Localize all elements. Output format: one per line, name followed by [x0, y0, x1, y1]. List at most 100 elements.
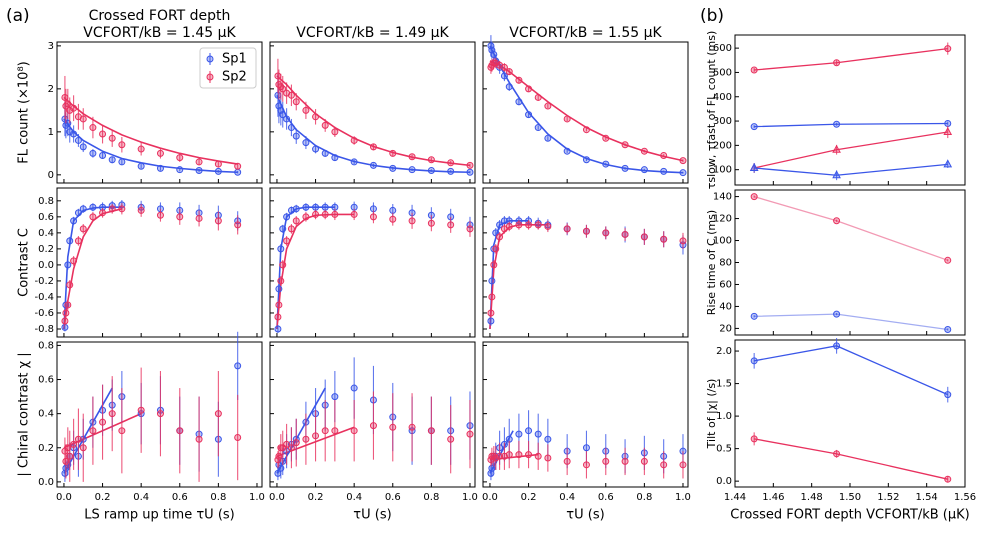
point	[640, 166, 648, 174]
x-tick-label: 1.54	[916, 492, 938, 503]
point	[156, 149, 164, 157]
column-subtitle: VCFORT/kB = 1.45 μK	[83, 25, 236, 41]
point	[214, 160, 222, 168]
y-tick-label: 0.6	[38, 375, 54, 386]
point	[156, 211, 164, 219]
point	[214, 167, 222, 175]
point	[89, 124, 97, 132]
point	[99, 151, 107, 159]
point	[582, 126, 590, 134]
point	[832, 170, 841, 179]
point	[331, 154, 339, 162]
point	[61, 317, 69, 325]
point	[321, 427, 329, 435]
point	[750, 66, 758, 74]
point	[234, 221, 242, 229]
axes-frame	[56, 187, 263, 338]
y-tick-label: -0.2	[34, 276, 54, 287]
point	[602, 457, 610, 465]
point	[582, 227, 590, 235]
point	[833, 310, 841, 318]
y-tick-label: 200	[713, 140, 732, 151]
point	[99, 130, 107, 138]
point	[331, 128, 339, 136]
point	[312, 113, 320, 121]
series-line	[754, 313, 948, 331]
y-tick-label: 1.5	[716, 379, 732, 390]
point	[679, 157, 687, 165]
point	[79, 205, 87, 213]
point	[466, 161, 474, 169]
point	[66, 452, 74, 460]
point	[275, 285, 283, 293]
point	[525, 427, 533, 435]
series-line	[753, 195, 948, 261]
point	[563, 457, 571, 465]
point	[234, 162, 242, 170]
point	[621, 141, 629, 149]
point	[492, 245, 500, 253]
point	[832, 144, 841, 153]
point	[389, 423, 397, 431]
point	[321, 210, 329, 218]
point	[321, 121, 329, 129]
point	[176, 213, 184, 221]
column-title: Crossed FORT depth	[89, 8, 231, 24]
point	[621, 457, 629, 465]
point	[408, 217, 416, 225]
point	[660, 461, 668, 469]
point	[515, 451, 523, 459]
x-tick-label: 0.8	[636, 492, 652, 503]
y-tick-label: 3	[48, 41, 54, 52]
point	[331, 393, 339, 401]
point	[302, 139, 310, 147]
x-tick-label: 0.2	[95, 492, 111, 503]
point	[312, 203, 320, 211]
point	[214, 217, 222, 225]
point	[99, 418, 107, 426]
point	[525, 221, 533, 229]
axes-frame	[482, 41, 689, 184]
point	[679, 237, 687, 245]
point	[525, 111, 533, 119]
legend-label: Sp1	[222, 52, 247, 67]
point	[302, 106, 310, 114]
point	[79, 225, 87, 233]
point	[70, 104, 78, 112]
point	[275, 301, 283, 309]
point	[195, 214, 203, 222]
fit-curve	[63, 96, 238, 165]
point	[750, 123, 758, 131]
x-tick-label: 0.4	[133, 492, 149, 503]
point	[350, 210, 358, 218]
point	[195, 167, 203, 175]
point	[89, 149, 97, 157]
point	[640, 233, 648, 241]
point	[156, 410, 164, 418]
point	[447, 167, 455, 175]
point	[544, 454, 552, 462]
point	[89, 213, 97, 221]
point	[505, 68, 513, 76]
point	[640, 457, 648, 465]
y-tick-label: 500	[713, 67, 732, 78]
point	[750, 193, 758, 201]
point	[70, 217, 78, 225]
legend-box	[199, 47, 257, 89]
point	[427, 156, 435, 164]
y-tick-label: 40	[719, 301, 732, 312]
point	[944, 475, 952, 483]
point	[283, 440, 291, 448]
point	[99, 209, 107, 217]
point	[944, 391, 952, 399]
point	[534, 430, 542, 438]
point	[944, 256, 952, 264]
point	[408, 423, 416, 431]
point	[487, 309, 495, 317]
column-subtitle: VCFORT/kB = 1.55 μK	[509, 25, 662, 41]
point	[602, 229, 610, 237]
x-tick-label: 0.2	[521, 492, 537, 503]
y-axis-label: Contrast C	[17, 228, 32, 297]
point	[621, 164, 629, 172]
